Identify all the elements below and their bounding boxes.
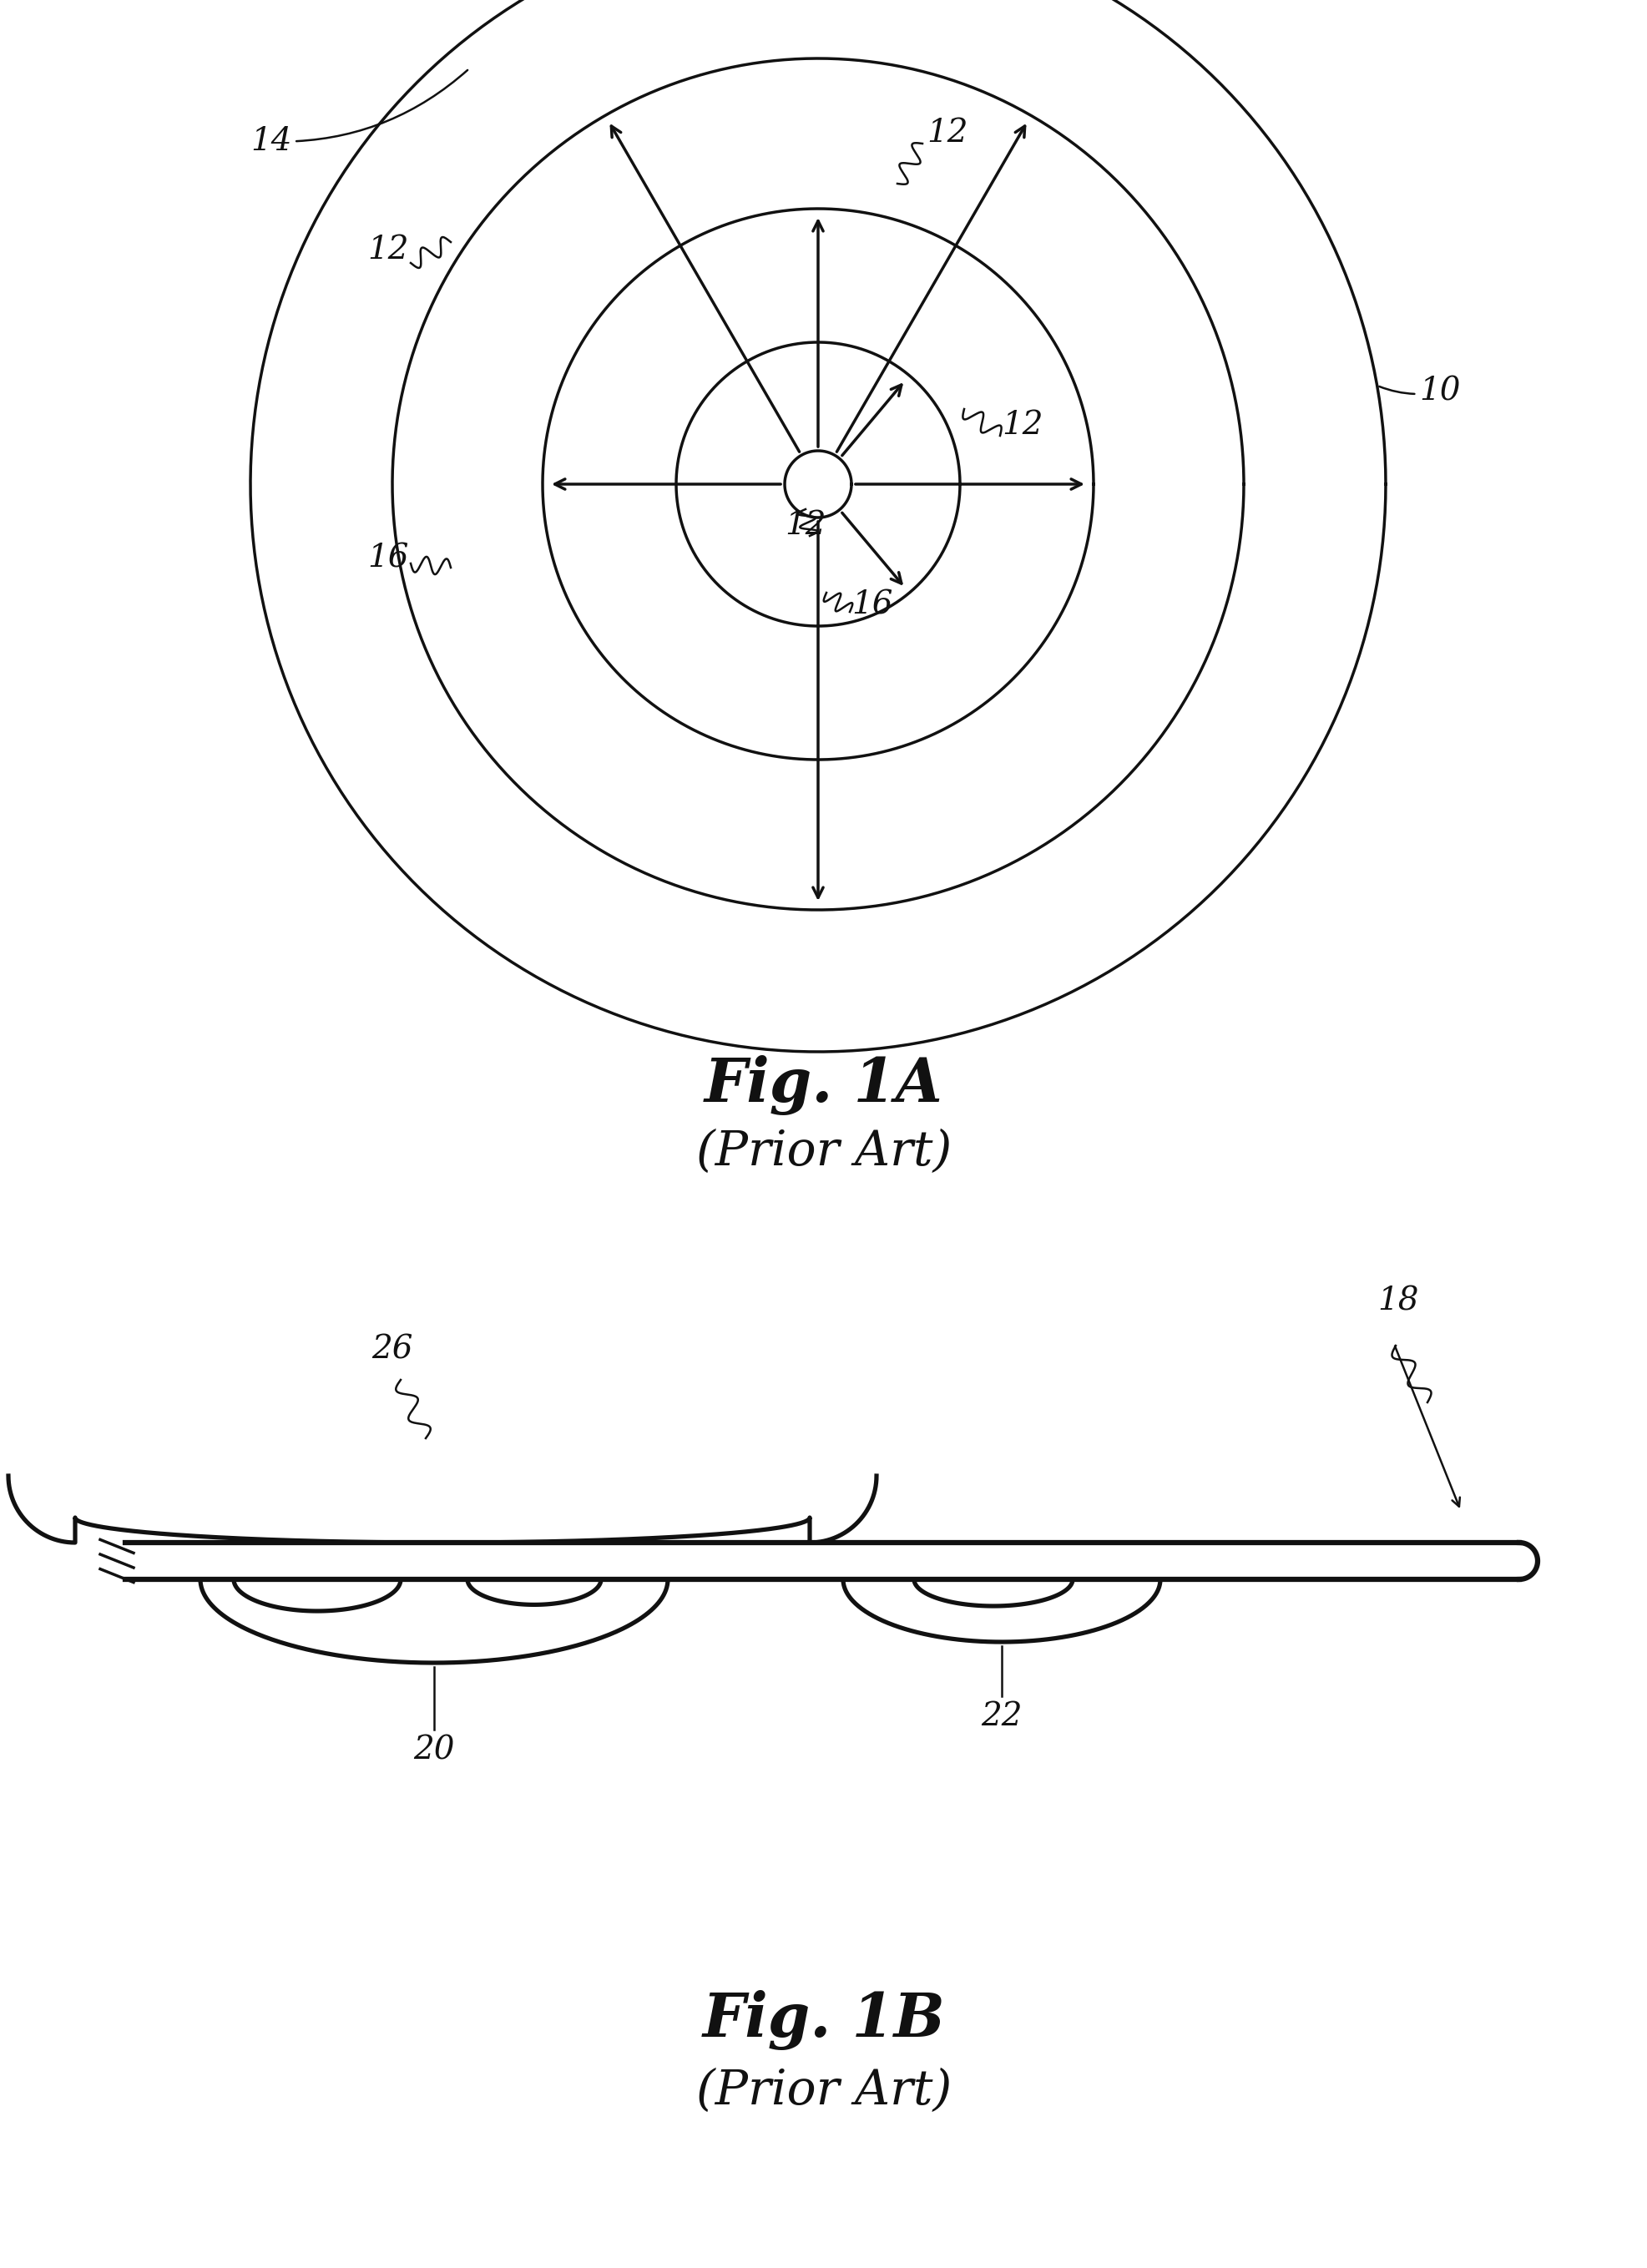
Text: 18: 18 xyxy=(1377,1286,1418,1318)
Text: 14: 14 xyxy=(250,70,468,156)
Text: Fig. 1A: Fig. 1A xyxy=(705,1055,942,1116)
Text: 22: 22 xyxy=(980,1701,1021,1733)
Text: 26: 26 xyxy=(372,1336,413,1365)
Text: 12: 12 xyxy=(784,510,825,540)
Text: 10: 10 xyxy=(1379,376,1459,408)
Text: (Prior Art): (Prior Art) xyxy=(695,2068,952,2114)
Text: 16: 16 xyxy=(851,590,893,619)
Text: 16: 16 xyxy=(367,544,408,574)
Text: 12: 12 xyxy=(367,234,408,265)
Text: (Prior Art): (Prior Art) xyxy=(695,1129,952,1175)
Text: 12: 12 xyxy=(1001,411,1043,440)
Text: 12: 12 xyxy=(926,118,967,150)
Text: 20: 20 xyxy=(413,1735,455,1765)
Text: Fig. 1B: Fig. 1B xyxy=(702,1989,945,2050)
